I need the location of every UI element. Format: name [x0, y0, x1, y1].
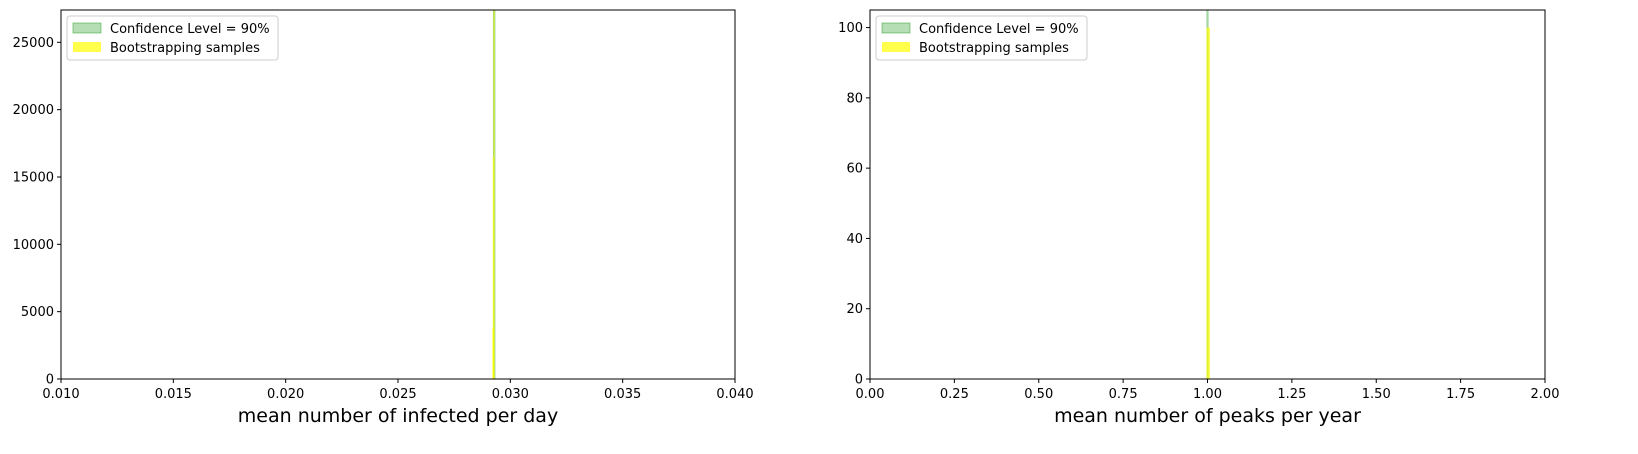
y-tick-label: 25000	[13, 36, 54, 51]
x-tick-label: 0.035	[604, 387, 641, 402]
x-tick-label: 0.010	[42, 387, 79, 402]
legend-box	[875, 15, 1088, 61]
legend: Confidence Level = 90% Bootstrapping sam…	[875, 15, 1088, 61]
y-tick-label: 20	[846, 302, 863, 317]
x-tick-label: 1.00	[1193, 387, 1222, 402]
y-tick-label: 0	[46, 373, 54, 388]
y-tick-label: 20000	[13, 103, 54, 118]
x-tick-label: 0.50	[1024, 387, 1053, 402]
chart-panel-infected: 0.010 0.015 0.020 0.025 0.030 0.035 0.040 0 500…	[13, 9, 754, 427]
y-tick-label: 0	[855, 373, 863, 388]
y-axis-ticks: 0 5000 10000 15000 20000 25000	[13, 36, 61, 388]
x-tick-label: 0.030	[492, 387, 529, 402]
bootstrap-bar	[493, 10, 495, 379]
y-tick-label: 15000	[13, 170, 54, 185]
legend: Confidence Level = 90% Bootstrapping sam…	[66, 15, 279, 61]
y-tick-label: 5000	[21, 305, 54, 320]
chart-panel-peaks: 0.00 0.25 0.50 0.75 1.00 1.25 1.50 1.75 2.00 0 20…	[838, 9, 1560, 427]
x-tick-label: 1.25	[1277, 387, 1306, 402]
y-tick-label: 100	[838, 21, 863, 36]
x-tick-label: 0.015	[155, 387, 192, 402]
legend-box	[66, 15, 279, 61]
y-tick-label: 80	[846, 91, 863, 106]
bootstrap-bar	[1206, 27, 1210, 379]
x-tick-label: 0.25	[940, 387, 969, 402]
x-tick-label: 2.00	[1531, 387, 1560, 402]
legend-label-bootstrap: Bootstrapping samples	[919, 41, 1069, 56]
x-axis-label: mean number of peaks per year	[1054, 405, 1361, 427]
bootstrap-bar	[492, 156, 495, 379]
y-axis-ticks: 0 20 40 60 80 100	[838, 21, 870, 388]
legend-label-confidence: Confidence Level = 90%	[919, 22, 1079, 37]
legend-swatch-bootstrap	[73, 42, 101, 52]
bootstrap-bars-layer	[492, 10, 495, 379]
legend-swatch-confidence	[881, 22, 911, 34]
legend-label-confidence: Confidence Level = 90%	[110, 22, 270, 37]
x-tick-label: 0.020	[267, 387, 304, 402]
y-tick-label: 60	[846, 162, 863, 177]
x-tick-label: 0.75	[1109, 387, 1138, 402]
x-tick-label: 1.50	[1362, 387, 1391, 402]
x-tick-label: 1.75	[1446, 387, 1475, 402]
y-tick-label: 40	[846, 232, 863, 247]
legend-swatch-confidence	[72, 22, 102, 34]
x-axis-ticks: 0.010 0.015 0.020 0.025 0.030 0.035 0.040	[42, 379, 754, 402]
x-tick-label: 0.00	[856, 387, 885, 402]
x-tick-label: 0.025	[379, 387, 416, 402]
y-tick-label: 10000	[13, 238, 54, 253]
legend-swatch-bootstrap	[882, 42, 910, 52]
x-axis-ticks: 0.00 0.25 0.50 0.75 1.00 1.25 1.50 1.75 2.00	[856, 379, 1560, 402]
legend-label-bootstrap: Bootstrapping samples	[110, 41, 260, 56]
bootstrap-bars-layer	[1206, 27, 1210, 379]
x-axis-label: mean number of infected per day	[238, 405, 558, 427]
x-tick-label: 0.040	[716, 387, 753, 402]
